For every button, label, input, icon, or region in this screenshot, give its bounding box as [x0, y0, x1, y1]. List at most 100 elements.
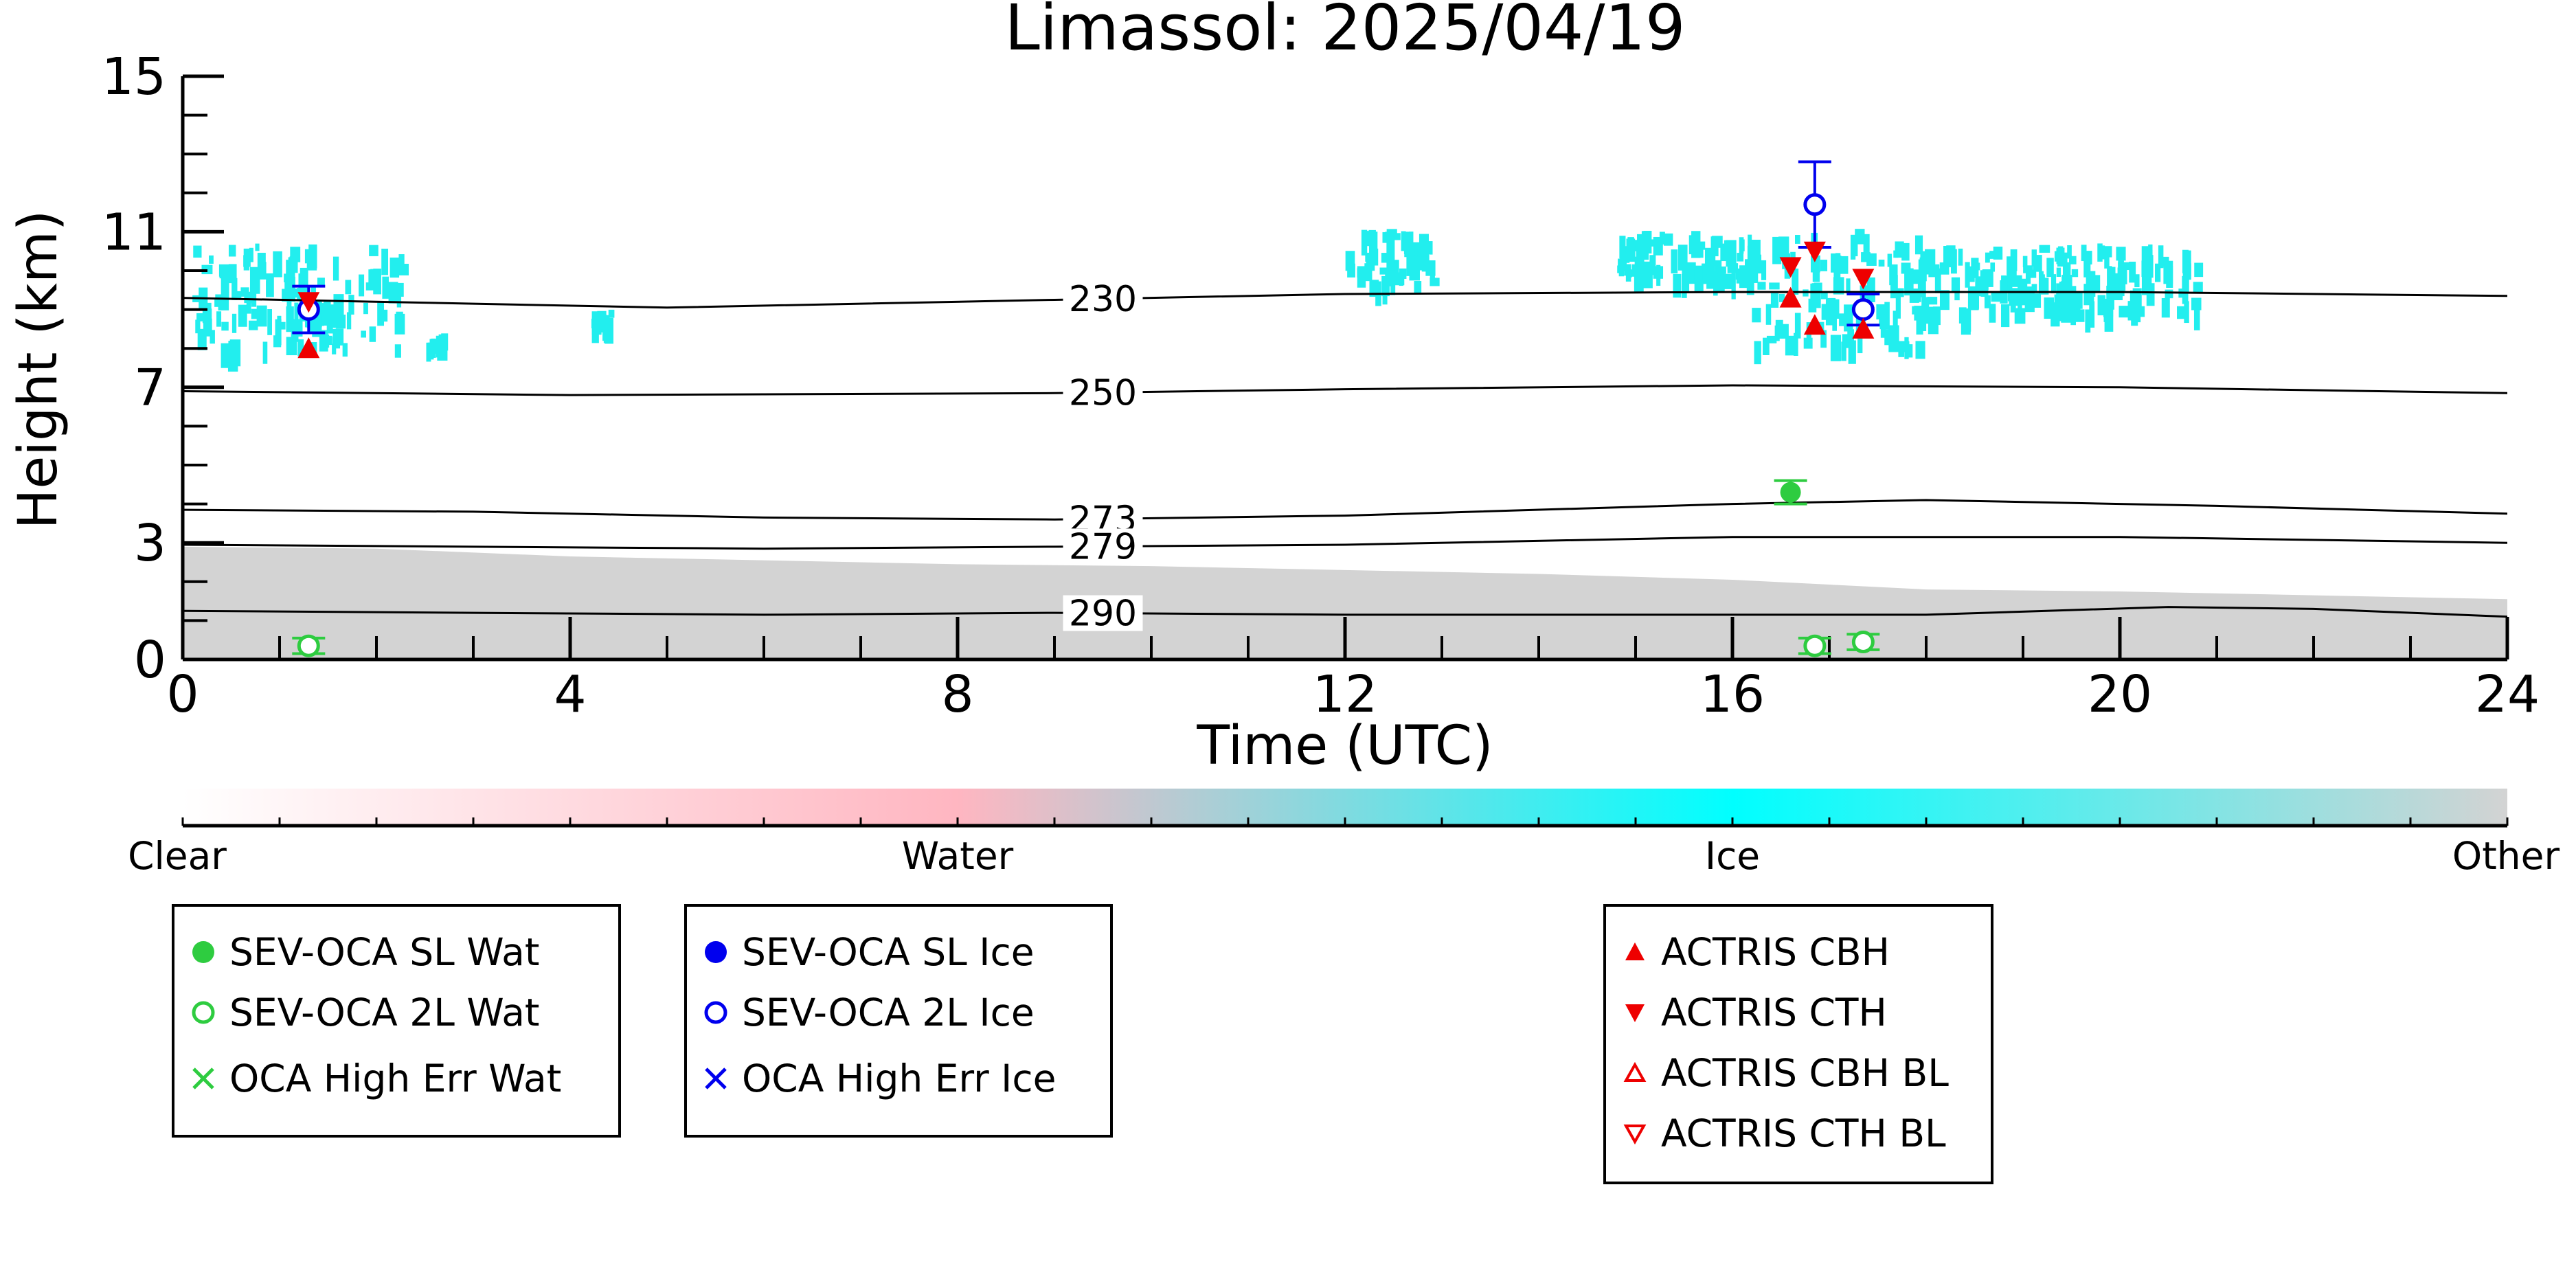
- ice-cloud-pixel: [1850, 234, 1856, 260]
- ice-cloud-pixel: [1839, 313, 1846, 326]
- ice-cloud-pixel: [306, 316, 314, 328]
- isotherm-label-bg: [1063, 374, 1143, 411]
- ice-cloud-pixel: [2031, 249, 2037, 267]
- ice-cloud-pixel: [2119, 306, 2130, 318]
- ice-cloud-pixel: [398, 264, 409, 275]
- ice-cloud-pixel: [1890, 275, 1898, 299]
- ice-cloud-pixel: [1898, 341, 1905, 357]
- y-tick-label: 0: [134, 631, 166, 690]
- ice-cloud-pixel: [1812, 259, 1820, 282]
- ice-cloud-pixel: [1691, 231, 1701, 258]
- ice-cloud-pixel: [1385, 269, 1391, 286]
- ice-cloud-pixel: [1820, 260, 1828, 271]
- isotherm-line: [183, 499, 2507, 521]
- ice-cloud-pixel: [1642, 261, 1653, 289]
- ice-cloud-pixel: [221, 271, 229, 298]
- plot-area: [183, 229, 2507, 659]
- legend-item-sev-oca-2l-ice: SEV-OCA 2L Ice: [699, 991, 1035, 1035]
- ice-cloud-pixel: [1918, 280, 1926, 297]
- ice-cloud-pixel: [1382, 278, 1388, 305]
- ice-cloud-pixel: [262, 341, 268, 364]
- ice-cloud-pixel: [1713, 271, 1718, 296]
- ice-cloud-pixel: [2165, 289, 2173, 299]
- ice-cloud-pixel: [1887, 253, 1893, 267]
- ice-cloud-pixel: [1430, 272, 1435, 280]
- ice-cloud-pixel: [1947, 249, 1954, 268]
- ice-cloud-pixel: [2031, 284, 2037, 292]
- other-region: [183, 546, 2507, 659]
- ice-cloud-pixel: [291, 328, 299, 342]
- data-point-actris-cth: [1852, 269, 1875, 290]
- ice-cloud-pixel: [382, 276, 389, 299]
- legend-label: ACTRIS CBH: [1661, 930, 1890, 974]
- ice-cloud-pixel: [1769, 282, 1780, 290]
- ice-cloud-pixel: [1637, 234, 1645, 249]
- ice-cloud-pixel: [2191, 297, 2202, 310]
- y-tick-label: 15: [102, 47, 166, 106]
- ice-cloud-pixel: [2116, 247, 2126, 261]
- ice-cloud-pixel: [1620, 264, 1631, 271]
- ice-cloud-pixel: [2134, 296, 2141, 323]
- ice-cloud-pixel: [1626, 238, 1636, 248]
- ice-cloud-pixel: [1863, 234, 1870, 257]
- ice-cloud-pixel: [1710, 236, 1716, 250]
- ice-cloud-pixel: [1914, 235, 1923, 255]
- ice-cloud-pixel: [1365, 254, 1377, 262]
- ice-cloud-pixel: [1878, 259, 1885, 267]
- ice-cloud-pixel: [317, 300, 322, 328]
- ice-cloud-pixel: [249, 320, 258, 330]
- ice-cloud-pixel: [1841, 341, 1846, 361]
- ice-cloud-pixel: [1785, 335, 1796, 356]
- ice-cloud-pixel: [251, 308, 258, 319]
- ice-cloud-pixel: [1857, 332, 1863, 354]
- ice-cloud-pixel: [209, 255, 214, 264]
- ice-cloud-pixel: [1385, 231, 1394, 240]
- ice-cloud-pixel: [1698, 243, 1704, 258]
- ice-cloud-pixel: [1965, 262, 1970, 288]
- y-tick-label: 7: [134, 359, 166, 418]
- chart-title: Limassol: 2025/04/19: [1004, 0, 1685, 65]
- ice-cloud-pixel: [2071, 269, 2079, 278]
- ice-cloud-pixel: [436, 335, 447, 358]
- ice-cloud-pixel: [1425, 260, 1436, 276]
- ice-cloud-pixel: [1847, 329, 1855, 341]
- ice-cloud-pixel: [1970, 291, 1980, 309]
- x-tick-label: 16: [1700, 665, 1765, 724]
- ice-cloud-pixel: [227, 344, 238, 372]
- legend-item-sev-oca-sl-ice: SEV-OCA SL Ice: [699, 930, 1035, 974]
- ice-cloud-pixel: [1991, 291, 2002, 302]
- ice-cloud-pixel: [1735, 268, 1741, 280]
- ice-cloud-pixel: [1884, 329, 1891, 346]
- ice-cloud-pixel: [1421, 249, 1427, 272]
- ice-cloud-pixel: [1659, 231, 1665, 245]
- ice-cloud-pixel: [1989, 304, 1996, 323]
- ice-cloud-pixel: [2129, 261, 2136, 283]
- ice-cloud-pixel: [1419, 234, 1429, 257]
- ice-cloud-pixel: [1620, 251, 1630, 263]
- ice-cloud-pixel: [1636, 247, 1645, 266]
- ice-cloud-pixel: [1803, 337, 1813, 349]
- ice-cloud-pixel: [2039, 278, 2049, 295]
- legend-item-oca-high-err-ice: OCA High Err Ice: [699, 1057, 1056, 1100]
- legend-label: SEV-OCA SL Ice: [742, 930, 1035, 974]
- ice-cloud-pixel: [1958, 248, 1963, 266]
- ice-cloud-pixel: [2085, 309, 2091, 333]
- ice-cloud-pixel: [389, 257, 400, 278]
- ice-cloud-pixel: [240, 287, 249, 297]
- colorbar-label-other: Other: [2452, 834, 2560, 878]
- ice-cloud-pixel: [288, 257, 296, 266]
- ice-cloud-pixel: [1893, 310, 1898, 336]
- ice-cloud-pixel: [1770, 293, 1779, 308]
- ice-cloud-pixel: [323, 301, 331, 326]
- ice-cloud-pixel: [278, 321, 286, 330]
- ice-cloud-pixel: [1922, 298, 1929, 324]
- ice-cloud-pixel: [1715, 260, 1722, 273]
- ice-cloud-pixel: [1765, 304, 1772, 325]
- ice-cloud-pixel: [365, 282, 374, 291]
- ice-cloud-pixel: [1706, 274, 1714, 289]
- ice-cloud-pixel: [1831, 253, 1838, 273]
- ice-cloud-pixel: [1848, 340, 1856, 364]
- isotherm-line: [183, 384, 2507, 396]
- ice-cloud-pixel: [284, 273, 293, 282]
- ice-cloud-pixel: [370, 269, 380, 289]
